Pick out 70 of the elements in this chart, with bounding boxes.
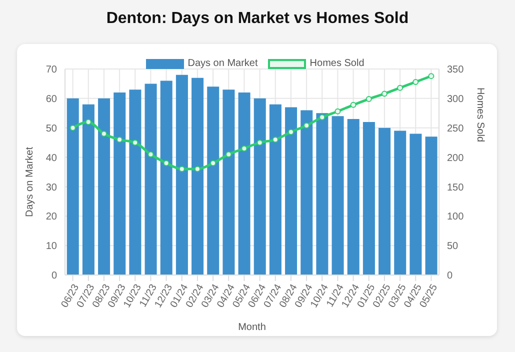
bar	[269, 104, 282, 275]
y-tick-label: 70	[46, 64, 58, 76]
point	[288, 128, 294, 135]
bar	[285, 107, 298, 275]
y-tick-label: 0	[51, 270, 58, 282]
bar	[192, 78, 204, 275]
bar	[66, 98, 79, 275]
point	[132, 140, 138, 146]
legend-label: Days on Market	[186, 58, 258, 69]
bar	[207, 86, 220, 275]
point	[70, 124, 76, 131]
point	[178, 166, 185, 172]
point	[210, 160, 216, 166]
point	[381, 90, 388, 97]
y2-tick-label: 300	[447, 94, 464, 105]
y-tick-label: 20	[46, 212, 58, 223]
y2-tick-label: 50	[447, 241, 459, 252]
bar	[222, 90, 235, 275]
bar	[332, 116, 344, 275]
bar	[410, 134, 422, 275]
x-axis-title: Month	[238, 322, 266, 333]
bar	[300, 110, 313, 275]
bar	[394, 130, 406, 275]
bar	[378, 128, 391, 275]
point	[334, 108, 341, 114]
y-tick-label: 60	[46, 94, 58, 105]
point	[319, 114, 326, 120]
y2-tick-label: 0	[447, 270, 453, 282]
bar	[362, 122, 375, 275]
point	[272, 136, 278, 143]
y2-tick-label: 150	[447, 182, 464, 194]
point	[366, 96, 372, 102]
bar	[347, 119, 360, 275]
point	[226, 151, 232, 158]
point	[100, 130, 107, 137]
point	[163, 160, 170, 166]
point	[148, 151, 154, 158]
bar	[316, 113, 328, 275]
bar	[176, 74, 188, 275]
bar	[82, 104, 94, 275]
y-axis-title: Days on Market	[24, 146, 36, 217]
bar	[129, 90, 142, 275]
bar	[98, 98, 110, 275]
point	[194, 166, 200, 172]
y2-tick-label: 200	[447, 152, 464, 164]
bar	[114, 92, 126, 275]
y-tick-label: 40	[46, 152, 58, 164]
point	[116, 136, 123, 143]
bar	[254, 98, 266, 275]
bar	[238, 92, 250, 275]
point	[350, 102, 356, 108]
bar	[160, 80, 172, 275]
y2-tick-label: 100	[447, 212, 464, 223]
point	[85, 118, 92, 125]
point	[428, 73, 434, 80]
legend-label: Homes Sold	[308, 58, 364, 69]
y2-tick-label: 250	[447, 123, 464, 134]
y-tick-label: 30	[46, 182, 58, 194]
y-tick-label: 50	[46, 123, 58, 134]
chart-title: Denton: Days on Market vs Homes Sold	[105, 10, 410, 28]
point	[397, 84, 404, 91]
point	[256, 140, 263, 146]
y2-axis-title: Homes Sold	[474, 88, 486, 142]
y2-tick-label: 350	[447, 64, 464, 76]
y-tick-label: 10	[46, 241, 58, 252]
bar	[144, 84, 157, 275]
point	[412, 78, 419, 85]
point	[304, 122, 310, 129]
point	[241, 145, 248, 152]
bar	[425, 136, 438, 275]
